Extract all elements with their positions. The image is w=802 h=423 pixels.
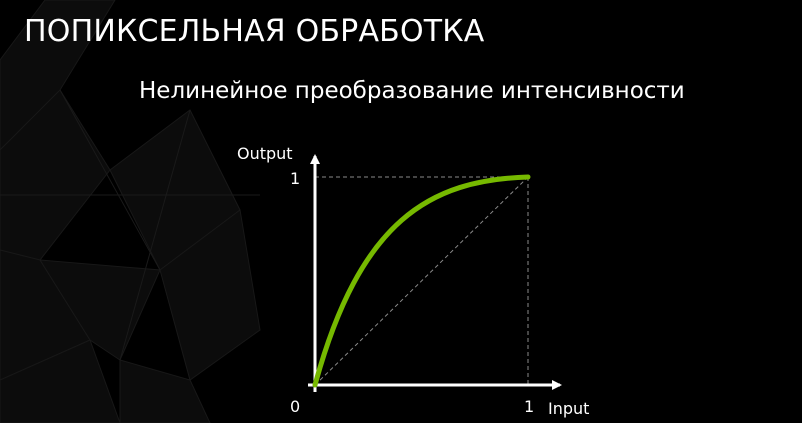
origin-label: 0	[290, 397, 300, 416]
x-axis-label: Input	[548, 399, 589, 418]
y-axis-label: Output	[237, 144, 293, 163]
slide-title: ПОПИКСЕЛЬНАЯ ОБРАБОТКА	[24, 14, 485, 49]
y-tick-label: 1	[290, 169, 300, 188]
identity-diagonal-line	[314, 176, 529, 386]
transfer-curve	[312, 174, 531, 388]
slide-subtitle: Нелинейное преобразование интенсивности	[139, 78, 685, 104]
x-tick-label: 1	[524, 397, 534, 416]
